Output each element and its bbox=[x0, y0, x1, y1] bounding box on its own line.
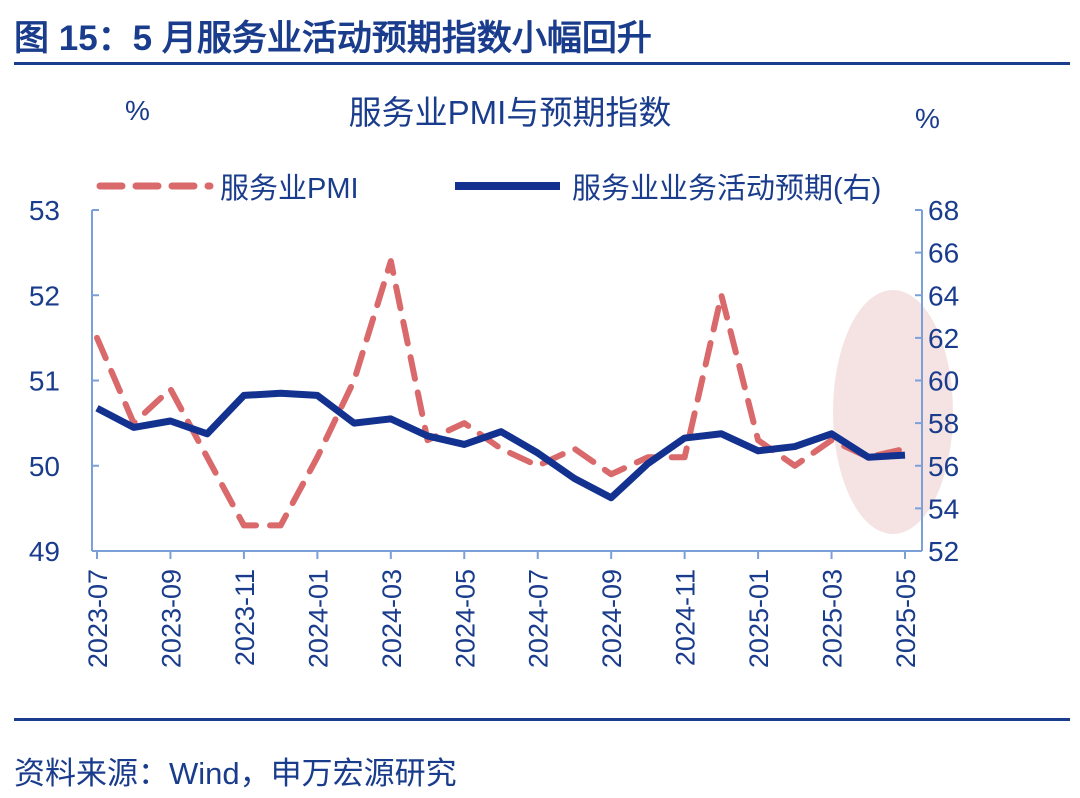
right-tick-label: 68 bbox=[928, 195, 959, 226]
x-tick-label: 2024-09 bbox=[597, 569, 627, 668]
left-tick-label: 49 bbox=[29, 536, 60, 567]
left-tick-label: 50 bbox=[29, 451, 60, 482]
pmi-line bbox=[94, 258, 908, 529]
left-tick-label: 52 bbox=[29, 280, 60, 311]
right-tick-label: 66 bbox=[928, 238, 959, 269]
x-tick-label: 2023-09 bbox=[156, 569, 186, 668]
x-tick-label: 2025-03 bbox=[818, 569, 848, 668]
title-rule bbox=[14, 62, 1070, 65]
chart-title: 服务业PMI与预期指数 bbox=[349, 94, 672, 131]
x-tick-label: 2025-01 bbox=[744, 569, 774, 668]
x-tick-label: 2024-01 bbox=[303, 569, 333, 668]
legend-label-expectation: 服务业业务活动预期(右) bbox=[572, 172, 881, 205]
right-tick-label: 54 bbox=[928, 493, 959, 524]
x-tick-label: 2024-05 bbox=[450, 569, 480, 668]
source-rule bbox=[14, 718, 1070, 721]
right-tick-label: 56 bbox=[928, 451, 959, 482]
right-tick-label: 60 bbox=[928, 366, 959, 397]
right-tick-label: 58 bbox=[928, 408, 959, 439]
legend-label-pmi: 服务业PMI bbox=[220, 172, 359, 205]
right-tick-label: 62 bbox=[928, 323, 959, 354]
x-tick-label: 2025-05 bbox=[891, 569, 921, 668]
x-tick-label: 2024-11 bbox=[671, 569, 701, 666]
right-tick-label: 52 bbox=[928, 536, 959, 567]
left-tick-label: 53 bbox=[29, 195, 60, 226]
left-axis-unit: % bbox=[125, 95, 150, 126]
left-tick-label: 51 bbox=[29, 366, 60, 397]
right-tick-label: 64 bbox=[928, 280, 959, 311]
right-axis-unit: % bbox=[915, 103, 940, 134]
x-tick-label: 2024-07 bbox=[524, 569, 554, 668]
source-note: 资料来源：Wind，申万宏源研究 bbox=[14, 756, 457, 791]
figure-title: 图 15：5 月服务业活动预期指数小幅回升 bbox=[14, 19, 652, 58]
x-tick-label: 2024-03 bbox=[377, 569, 407, 668]
x-tick-label: 2023-07 bbox=[83, 569, 113, 668]
chart: 服务业PMI与预期指数% % 49 50 51 52 53 52 54 56 58 60 62 64 66 6… bbox=[29, 94, 959, 668]
x-tick-label: 2023-11 bbox=[230, 569, 260, 666]
expectation-line bbox=[95, 389, 906, 502]
